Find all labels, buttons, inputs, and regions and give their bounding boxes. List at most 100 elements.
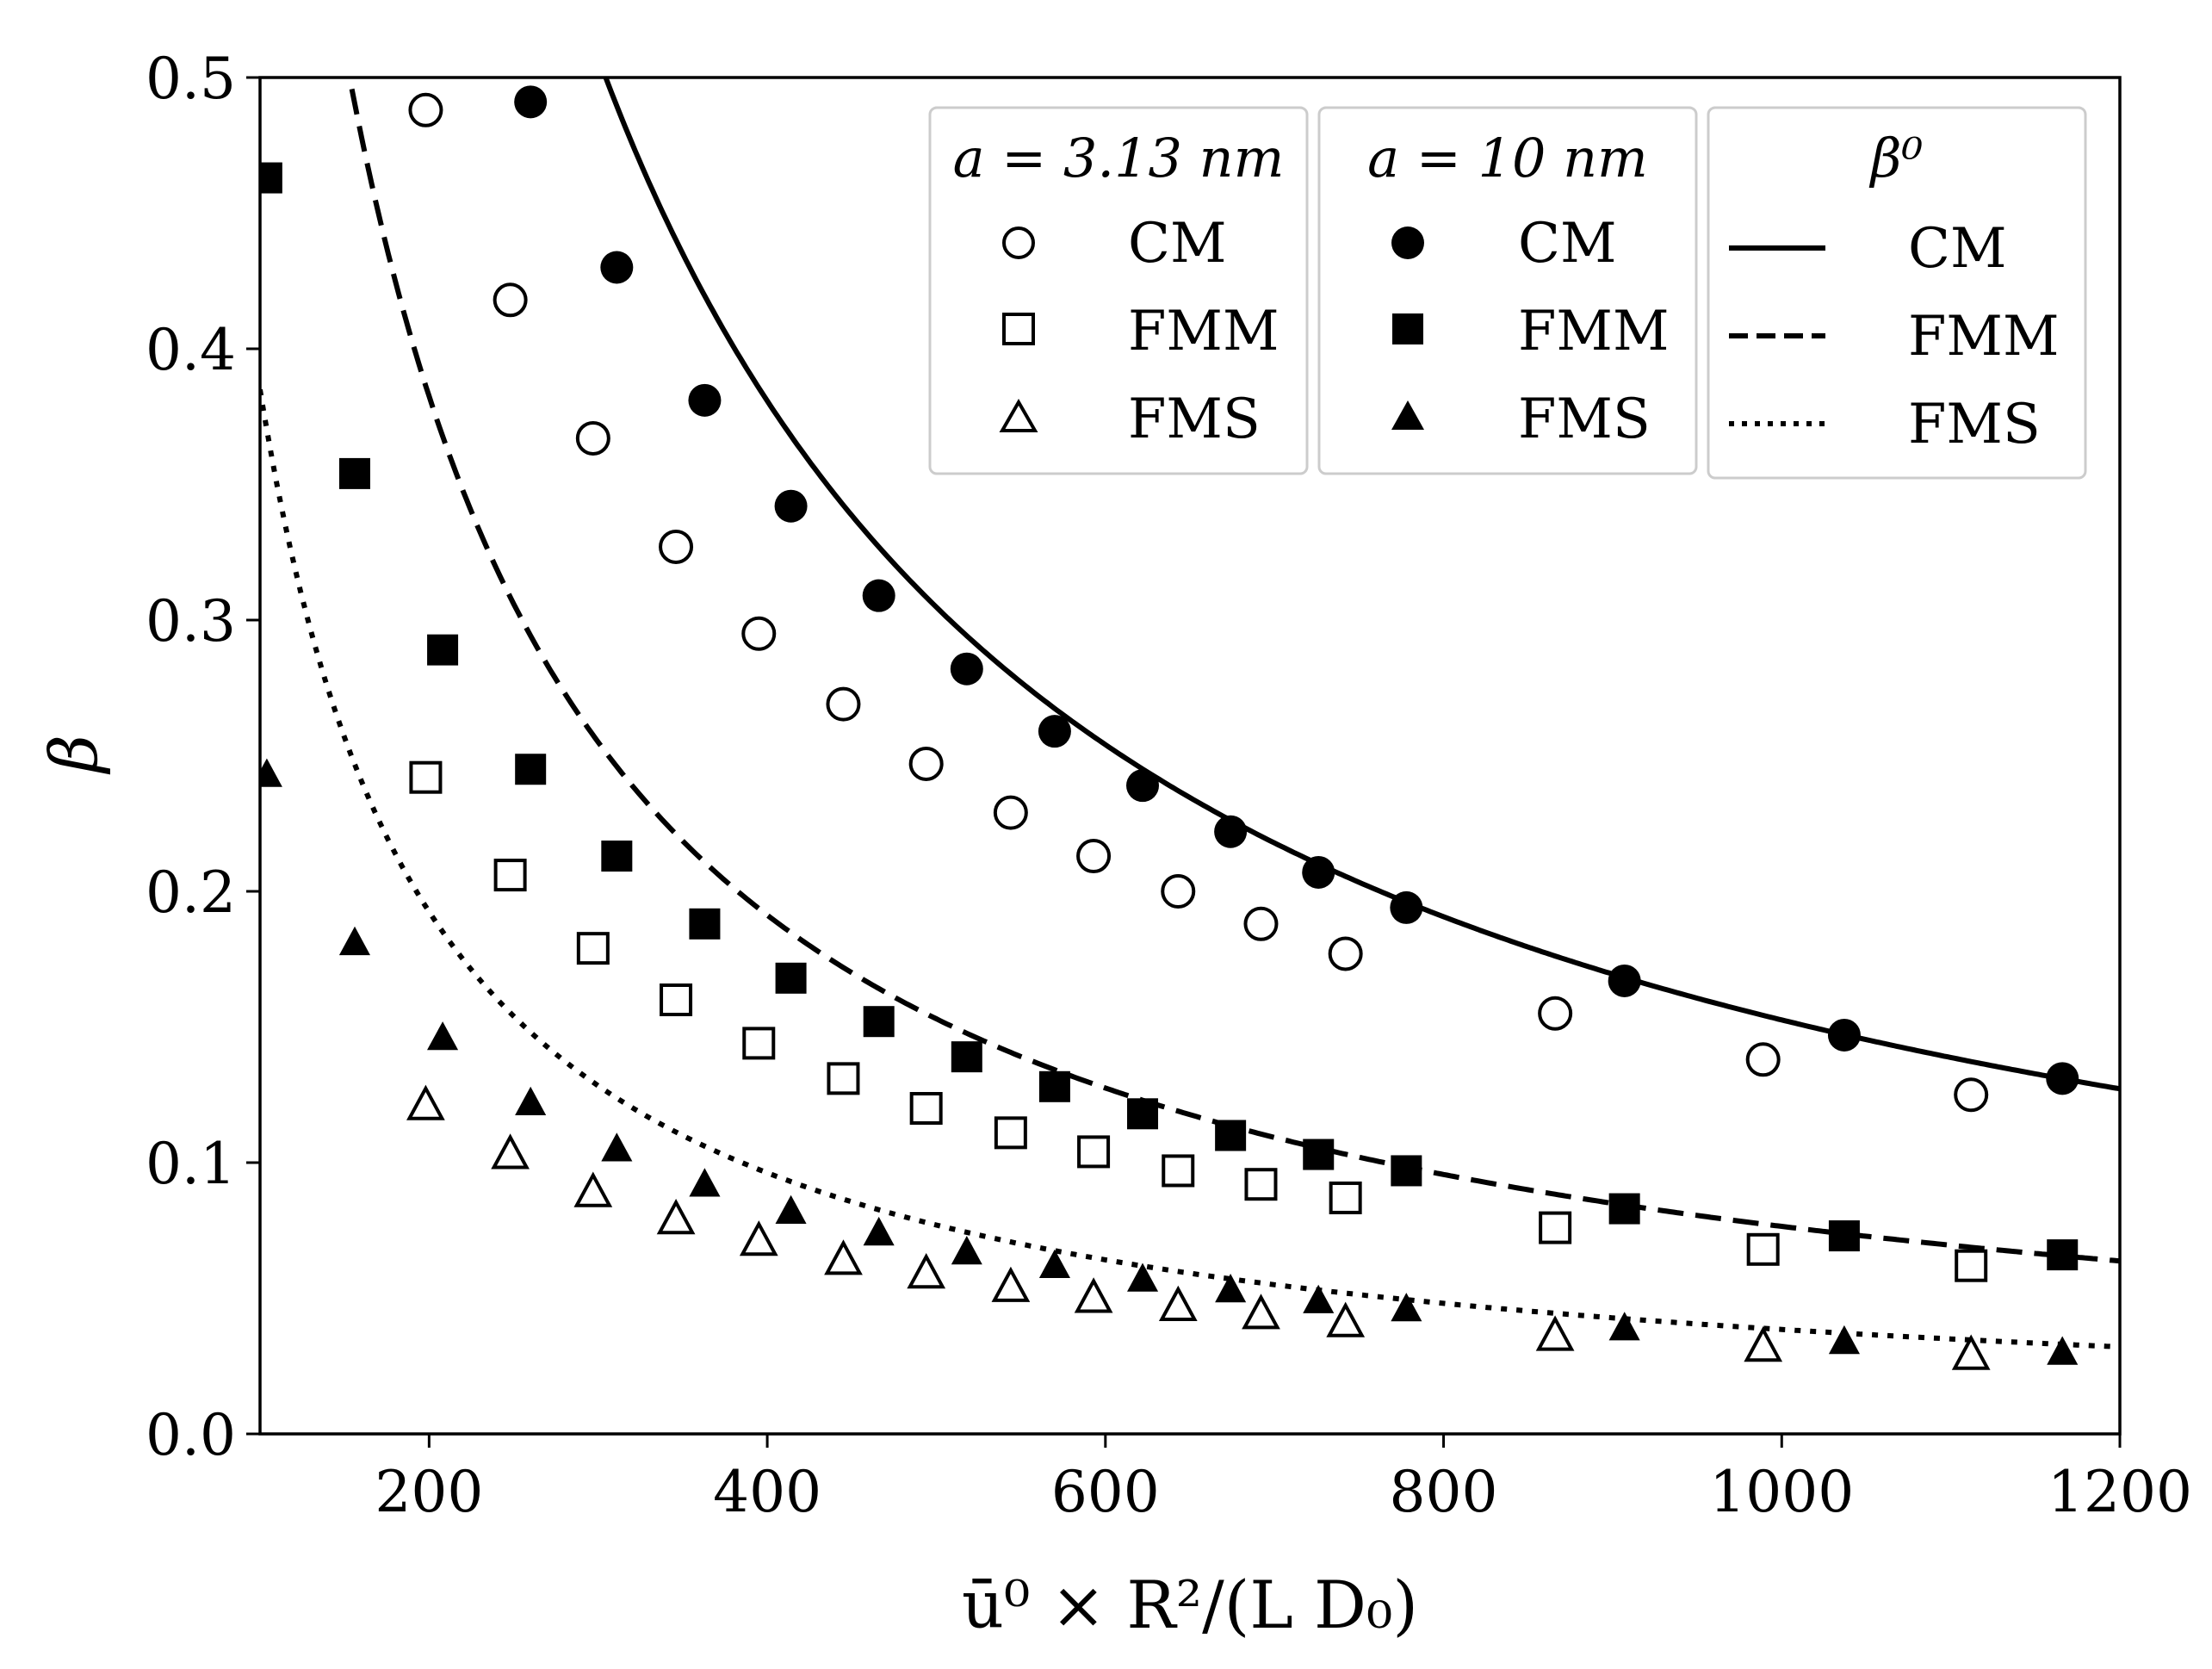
data-point-filled-square [1608, 1193, 1640, 1225]
data-point-open-square [909, 1092, 943, 1125]
data-point-filled-circle [1214, 815, 1248, 848]
legend-label-a10-cm: CM [1518, 212, 1617, 276]
data-point-open-triangle [1535, 1315, 1575, 1351]
data-point-open-circle [741, 616, 777, 651]
data-point-open-circle [908, 746, 944, 781]
data-point-filled-circle [862, 579, 895, 612]
data-point-filled-triangle [1608, 1312, 1640, 1341]
data-point-filled-square [2047, 1239, 2079, 1271]
y-tick-label: 0.3 [146, 588, 236, 655]
legend-label-a313-fmm: FMM [1128, 300, 1279, 363]
data-point-open-triangle [739, 1220, 778, 1256]
x-axis-ticks: 200 400 600 800 1000 1200 [375, 1434, 2192, 1525]
data-point-filled-circle [1827, 1018, 1861, 1052]
data-point-open-triangle [991, 1266, 1031, 1302]
data-point-open-triangle [1326, 1301, 1366, 1337]
data-point-open-triangle [1158, 1285, 1198, 1321]
data-point-open-triangle [824, 1239, 863, 1275]
data-point-open-square [493, 859, 527, 892]
data-point-open-square [1329, 1181, 1362, 1214]
data-point-open-circle [408, 92, 443, 127]
y-axis-ticks: 0.0 0.1 0.2 0.3 0.4 0.5 [146, 46, 260, 1468]
data-point-filled-triangle [951, 1236, 982, 1265]
data-point-open-circle [575, 420, 610, 456]
data-point-filled-circle [774, 489, 808, 523]
data-point-open-square [1539, 1211, 1572, 1244]
data-point-open-circle [1745, 1042, 1781, 1077]
data-point-open-square [409, 760, 443, 794]
data-point-filled-square [863, 1006, 895, 1038]
legend-marker-open-square [1002, 313, 1035, 345]
data-point-open-triangle [656, 1199, 696, 1235]
data-point-open-circle [493, 282, 528, 318]
data-point-open-triangle [573, 1171, 613, 1207]
x-axis-label: ū⁰ × R²/(L D₀) [962, 1567, 1418, 1643]
data-point-open-circle [993, 795, 1028, 830]
data-point-filled-square [1828, 1220, 1860, 1252]
data-point-filled-triangle [1038, 1249, 1070, 1278]
legend-label-beta0-fmm: FMM [1908, 305, 2059, 369]
data-point-filled-triangle [1828, 1325, 1860, 1355]
data-point-open-circle [1954, 1077, 1989, 1113]
legend-marker-filled-square [1392, 313, 1423, 344]
data-point-open-square [660, 983, 693, 1016]
data-point-open-square [742, 1027, 776, 1060]
legend-group-a10: a = 10 nm CM FMM FMS [1317, 106, 1698, 475]
legend-marker-filled-circle [1391, 226, 1424, 259]
data-point-open-circle [1328, 936, 1363, 971]
data-point-open-triangle [1074, 1277, 1113, 1313]
data-point-filled-circle [1390, 890, 1423, 924]
data-point-filled-square [1038, 1070, 1070, 1102]
data-point-filled-square [1215, 1120, 1247, 1151]
x-tick-label: 1200 [2048, 1459, 2192, 1525]
data-point-filled-triangle [775, 1194, 807, 1224]
legend-title-a10: a = 10 nm [1367, 127, 1648, 189]
legend-box-a313 [928, 106, 1309, 475]
data-point-open-square [827, 1062, 860, 1095]
x-tick-label: 1000 [1709, 1459, 1854, 1525]
legend-title-beta0: β⁰ [1869, 127, 1924, 189]
legend-label-a10-fms: FMS [1518, 388, 1651, 451]
data-point-filled-circle [1608, 964, 1641, 997]
data-point-filled-triangle [427, 1021, 459, 1051]
data-point-open-square [576, 932, 610, 965]
legend-marker-open-circle [1002, 226, 1035, 259]
data-point-filled-triangle [515, 1086, 547, 1115]
data-point-filled-square [689, 908, 721, 940]
data-point-filled-circle [1126, 769, 1160, 803]
y-tick-label: 0.5 [146, 46, 236, 112]
data-point-open-triangle [1951, 1334, 1991, 1370]
x-tick-label: 400 [713, 1459, 821, 1525]
legend-title-a313: a = 3.13 nm [953, 127, 1285, 189]
data-point-open-circle [1161, 874, 1196, 909]
legend-marker-filled-triangle [1391, 400, 1424, 430]
data-point-open-circle [1243, 906, 1279, 941]
data-point-open-square [994, 1116, 1027, 1150]
data-point-open-circle [826, 686, 861, 722]
legend-group-a313: a = 3.13 nm CM FMM FMS [928, 106, 1309, 475]
data-point-filled-triangle [1303, 1284, 1335, 1313]
y-tick-label: 0.4 [146, 317, 236, 383]
legend-label-beta0-cm: CM [1908, 217, 2007, 281]
curve-solid [603, 78, 2120, 1092]
data-point-open-circle [1538, 996, 1573, 1031]
data-point-open-square [1746, 1232, 1780, 1266]
data-point-filled-triangle [1391, 1293, 1422, 1322]
legend-label-beta0-fms: FMS [1908, 393, 2041, 456]
data-point-filled-square [260, 162, 282, 194]
data-point-filled-triangle [1127, 1263, 1159, 1292]
data-point-filled-circle [688, 383, 722, 417]
data-point-filled-square [1127, 1098, 1159, 1130]
data-point-filled-square [1391, 1155, 1422, 1187]
data-point-filled-square [951, 1041, 982, 1073]
y-tick-label: 0.1 [146, 1131, 236, 1197]
data-point-filled-triangle [2047, 1336, 2079, 1365]
data-point-open-triangle [1242, 1294, 1280, 1330]
data-point-filled-square [1303, 1139, 1335, 1170]
data-point-filled-square [601, 841, 633, 872]
legend-marker-open-triangle [999, 398, 1038, 432]
data-point-filled-circle [2046, 1062, 2079, 1095]
data-point-open-triangle [406, 1084, 445, 1120]
legend-box-beta0 [1707, 106, 2087, 480]
data-point-filled-circle [600, 251, 634, 284]
